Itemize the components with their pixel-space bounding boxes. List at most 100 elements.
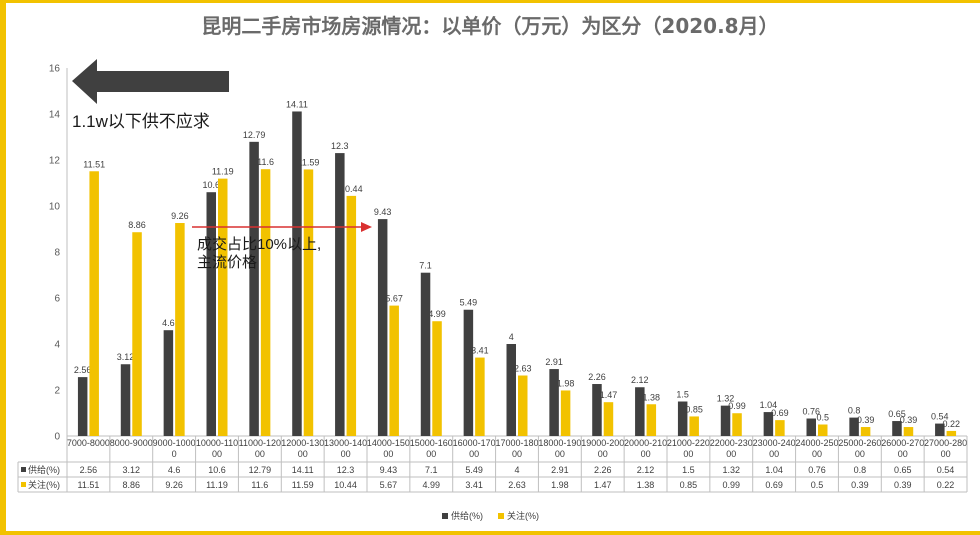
table-cell: 9.43: [380, 465, 398, 475]
y-tick-label: 6: [54, 294, 60, 305]
x-tick-label: 24000-250 00: [795, 438, 838, 459]
bar-supply: [935, 423, 945, 436]
bar-attention: [860, 427, 871, 436]
legend-label: 关注(%): [507, 510, 539, 521]
bar-attention: [646, 404, 657, 436]
table-cell: 0.65: [894, 465, 912, 475]
table-cell: 1.47: [594, 480, 612, 490]
bar-supply: [292, 111, 302, 436]
bar-supply: [806, 418, 816, 436]
table-cell: 0.76: [808, 465, 826, 475]
x-tick-label: 22000-230 00: [710, 438, 753, 459]
x-tick-label: 20000-210 00: [624, 438, 667, 459]
table-cell: 12.79: [249, 465, 272, 475]
bar-attention: [132, 232, 142, 436]
table-cell: 4.6: [168, 465, 181, 475]
table-cell: 5.67: [380, 480, 398, 490]
table-cell: 14.11: [292, 465, 314, 475]
y-tick-label: 8: [54, 248, 60, 259]
data-label: 1.47: [600, 390, 618, 400]
annotation-mainstream: 成交占比10%以上,: [197, 235, 321, 253]
data-label: 0.8: [848, 406, 861, 416]
table-cell: 8.86: [123, 480, 141, 490]
x-tick-label: 15000-160 00: [410, 438, 453, 459]
bar-attention: [946, 430, 957, 436]
bar-supply: [635, 387, 645, 436]
bar-attention: [818, 424, 828, 436]
data-label: 4.99: [428, 309, 446, 319]
bar-attention: [218, 178, 228, 436]
data-label: 0.69: [771, 408, 789, 418]
x-tick-label: 19000-200 00: [581, 438, 624, 459]
table-cell: 0.8: [854, 465, 867, 475]
y-tick-label: 2: [54, 386, 60, 397]
data-label: 9.43: [374, 207, 392, 217]
data-label: 0.54: [931, 412, 949, 422]
x-tick-label: 8000-9000: [110, 438, 153, 448]
x-tick-label: 11000-120 00: [239, 438, 281, 459]
table-cell: 2.26: [594, 465, 612, 475]
bar-supply: [420, 272, 431, 436]
bar-supply: [463, 309, 474, 436]
data-label: 11.59: [298, 157, 320, 167]
y-tick-label: 14: [49, 110, 61, 121]
table-cell: 0.54: [937, 465, 955, 475]
x-tick-label: 17000-180 00: [495, 438, 538, 459]
x-tick-label: 27000-280 00: [924, 438, 967, 459]
data-label: 0.99: [728, 401, 746, 411]
table-series-key: [21, 467, 26, 472]
table-cell: 0.39: [851, 480, 869, 490]
table-cell: 0.5: [811, 480, 824, 490]
bar-attention: [303, 169, 314, 436]
data-label: 0.5: [816, 413, 829, 423]
table-cell: 3.12: [123, 465, 141, 475]
data-label: 1.5: [676, 390, 689, 400]
table-cell: 1.04: [765, 465, 783, 475]
bar-attention: [775, 420, 785, 436]
table-cell: 7.1: [425, 465, 438, 475]
bar-attention: [603, 402, 614, 436]
data-label: 4.6: [162, 318, 175, 328]
bar-supply: [549, 369, 559, 436]
annotation-mainstream: 主流价格: [197, 254, 257, 271]
table-cell: 4: [514, 465, 519, 475]
table-cell: 10.44: [334, 480, 357, 490]
bar-supply: [120, 364, 131, 436]
x-tick-label: 21000-220 00: [667, 438, 710, 459]
x-tick-label: 23000-240 00: [753, 438, 796, 459]
data-label: 10.6: [202, 180, 220, 190]
table-cell: 0.39: [894, 480, 912, 490]
bar-supply: [249, 141, 259, 436]
table-cell: 10.6: [208, 465, 226, 475]
x-tick-label: 18000-190 00: [538, 438, 581, 459]
data-label: 2.56: [74, 365, 92, 375]
y-tick-label: 12: [49, 156, 61, 167]
y-tick-label: 4: [54, 340, 60, 351]
bar-attention: [89, 171, 99, 436]
bar-supply: [763, 412, 774, 436]
data-label: 11.19: [212, 167, 234, 177]
data-label: 0.22: [943, 419, 961, 429]
data-label: 12.3: [331, 141, 349, 151]
legend-label: 供给(%): [451, 510, 483, 521]
bar-supply: [506, 344, 516, 436]
data-label: 14.11: [286, 99, 308, 109]
bar-supply: [163, 330, 174, 436]
data-label: 2.12: [631, 375, 649, 385]
y-tick-label: 16: [49, 64, 61, 75]
bar-supply: [677, 401, 688, 436]
data-label: 4: [509, 332, 514, 342]
data-label: 3.41: [471, 346, 489, 356]
data-label: 11.51: [83, 159, 105, 169]
bar-attention: [903, 427, 914, 436]
x-tick-label: 10000-110 00: [196, 438, 238, 459]
data-label: 5.67: [385, 294, 403, 304]
bar-attention: [475, 357, 485, 436]
bar-attention: [560, 390, 571, 436]
data-label: 0.85: [685, 404, 703, 414]
bar-supply: [335, 153, 345, 436]
data-label: 5.49: [460, 298, 478, 308]
data-label: 1.32: [717, 394, 735, 404]
chart-title: 昆明二手房市场房源情况：以单价（万元）为区分（2020.8月）: [201, 14, 779, 38]
